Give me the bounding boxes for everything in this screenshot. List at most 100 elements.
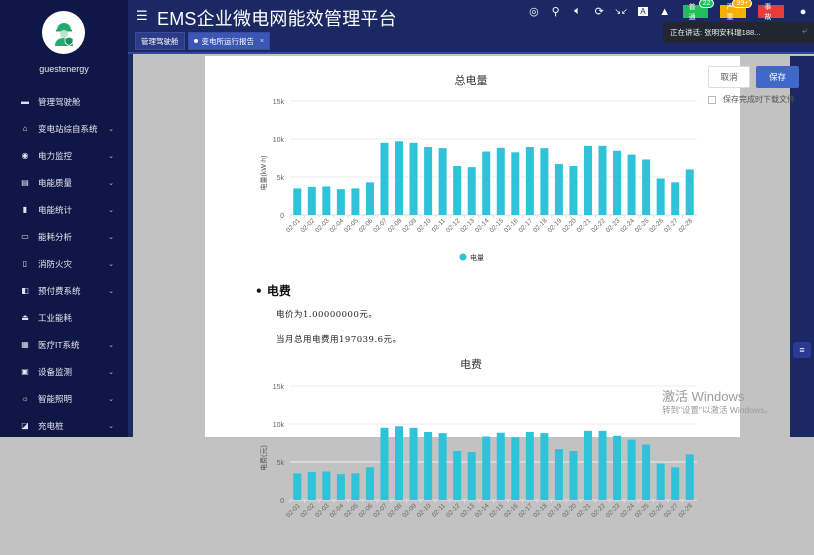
quality-icon: ▤ [21, 178, 29, 187]
home-icon: ⌂ [22, 124, 28, 133]
tab-label: 管理驾驶舱 [141, 36, 179, 46]
sidebar-item-label: 设备监测 [38, 366, 73, 377]
sidebar-menu: ▬ 管理驾驶舱 ⌂ 变电站综自系统 ⌄ ◉ 电力监控 ⌄ ▤ 电能质量 ⌄ ▮ 电能统计 ⌄ ▭ 能耗分析 ⌄ ▯… [0, 88, 128, 439]
x-tick-label: 02-16 [503, 217, 520, 234]
bar [540, 433, 549, 500]
bar [525, 431, 534, 500]
x-tick-label: 02-19 [547, 217, 564, 234]
activation-watermark-text: 转到"设置"以激活 Windows。 [662, 405, 773, 415]
bar [656, 178, 665, 215]
sidebar-item[interactable]: ◪ 充电桩 ⌄ [0, 412, 128, 439]
alarm-label: 严重 [726, 3, 734, 21]
x-tick-label: 02-21 [576, 217, 593, 234]
bar [380, 142, 389, 215]
sidebar-item[interactable]: ▣ 设备监测 ⌄ [0, 358, 128, 385]
y-tick-label: 15k [273, 99, 285, 106]
volume-icon[interactable]: 🔈︎ [574, 5, 581, 17]
save-button[interactable]: 保存 [756, 66, 799, 88]
x-tick-label: 02-12 [445, 502, 462, 519]
settings-sliders-icon[interactable]: ≡ [793, 342, 811, 358]
sidebar-item[interactable]: ▦ 医疗IT系统 ⌄ [0, 331, 128, 358]
y-axis-label: 电费(元) [259, 445, 268, 471]
translate-icon[interactable]: A [638, 7, 648, 16]
alarm-accident-badge[interactable]: 事故 [758, 4, 785, 21]
sidebar-item[interactable]: ◉ 电力监控 ⌄ [0, 142, 128, 169]
x-tick-label: 02-10 [416, 502, 433, 519]
alarm-normal-badge[interactable]: 普通 22 [682, 0, 715, 21]
x-tick-label: 02-09 [401, 502, 418, 519]
sidebar-item[interactable]: ▤ 电能质量 ⌄ [0, 169, 128, 196]
chevron-down-icon: ⌄ [108, 341, 114, 349]
x-tick-label: 02-13 [459, 502, 476, 519]
sidebar-item-label: 充电桩 [38, 420, 64, 431]
search-icon[interactable]: ⚲ [551, 6, 560, 18]
x-tick-label: 02-14 [474, 502, 491, 519]
menu-toggle-icon[interactable]: ☰ [136, 8, 148, 23]
bar [482, 436, 491, 500]
x-tick-label: 02-15 [488, 217, 505, 234]
chart-title: 总电量 [454, 75, 488, 87]
sidebar-item[interactable]: ☼ 智能照明 ⌄ [0, 385, 128, 412]
x-tick-label: 02-18 [532, 502, 549, 519]
bar [351, 473, 360, 500]
x-tick-label: 02-16 [503, 502, 520, 519]
bar [569, 450, 578, 500]
bar [569, 165, 578, 215]
alarm-severe-badge[interactable]: 严重 99+ [720, 0, 753, 21]
download-label: 保存完成时下载文件 [723, 95, 795, 104]
bar [409, 142, 418, 215]
chevron-down-icon: ⌄ [108, 368, 114, 376]
legend-marker [459, 253, 467, 261]
bar [307, 186, 316, 215]
close-tab-icon[interactable]: × [260, 37, 265, 45]
bar [671, 182, 680, 215]
x-tick-label: 02-25 [634, 217, 651, 234]
app-title: EMS企业微电网能效管理平台 [157, 9, 397, 29]
lifebuoy-icon[interactable]: ◎ [529, 6, 539, 18]
bar [424, 146, 433, 215]
report-page [205, 56, 740, 437]
sidebar-item[interactable]: ▯ 消防火灾 ⌄ [0, 250, 128, 277]
y-tick-label: 5k [277, 175, 285, 182]
prepaid-icon: ◧ [21, 286, 29, 295]
back-icon[interactable]: ⤶ [801, 25, 808, 37]
bar [598, 145, 607, 215]
shirt-icon[interactable]: ▲ [659, 5, 671, 18]
bar [554, 164, 563, 215]
x-tick-label: 02-19 [547, 502, 564, 519]
refresh-icon[interactable]: ⟳ [594, 6, 604, 18]
tab-cockpit[interactable]: 管理驾驶舱 [135, 32, 185, 50]
avatar[interactable] [42, 11, 85, 54]
speaking-indicator: 正在讲话: 张明安科瑞188... ⤶ [663, 22, 814, 43]
tab-substation-report[interactable]: 变电所运行报告 × [187, 32, 271, 50]
bar [685, 454, 694, 500]
bar [656, 463, 665, 500]
bar [438, 148, 447, 215]
x-tick-label: 02-04 [329, 502, 346, 519]
download-checkbox[interactable] [708, 95, 716, 104]
sidebar-item[interactable]: ▬ 管理驾驶舱 [0, 88, 128, 115]
x-tick-label: 02-10 [416, 217, 433, 234]
sidebar-item[interactable]: ⏏ 工业能耗 [0, 304, 128, 331]
user-icon[interactable]: ● [799, 5, 807, 18]
collapse-icon[interactable]: ↘↙ [614, 7, 628, 16]
x-tick-label: 02-07 [372, 217, 389, 234]
x-tick-label: 02-23 [605, 502, 622, 519]
sidebar-item-label: 智能照明 [38, 393, 73, 404]
sidebar-item-label: 管理驾驶舱 [38, 96, 81, 107]
bar [336, 189, 345, 215]
cancel-button[interactable]: 取消 [708, 66, 750, 88]
sidebar-item[interactable]: ⌂ 变电站综自系统 ⌄ [0, 115, 128, 142]
device-icon: ▣ [21, 367, 29, 376]
bar [307, 471, 316, 500]
sidebar-item[interactable]: ▭ 能耗分析 ⌄ [0, 223, 128, 250]
x-tick-label: 02-27 [663, 502, 680, 519]
sidebar-item-label: 医疗IT系统 [38, 339, 80, 350]
sidebar-item-label: 能耗分析 [38, 231, 73, 242]
x-tick-label: 02-24 [619, 502, 636, 519]
bar [671, 467, 680, 500]
sidebar-item[interactable]: ◧ 预付费系统 ⌄ [0, 277, 128, 304]
extinguisher-icon: ▯ [22, 259, 28, 268]
sidebar-item[interactable]: ▮ 电能统计 ⌄ [0, 196, 128, 223]
download-option[interactable]: 保存完成时下载文件 [708, 94, 795, 105]
